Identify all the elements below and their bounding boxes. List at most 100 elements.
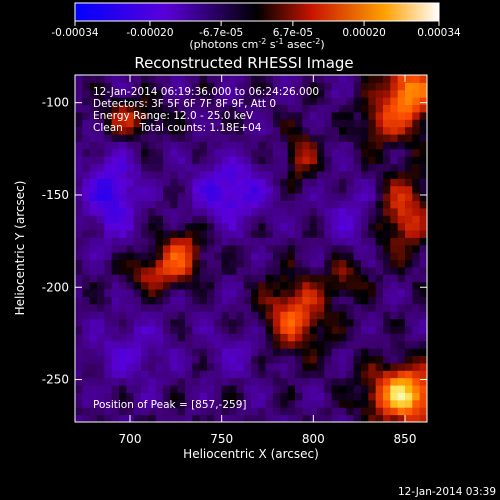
heatmap-cell [280, 289, 289, 297]
heatmap-cell [331, 97, 340, 106]
heatmap-cell [265, 207, 274, 216]
heatmap-cell [89, 156, 98, 165]
heatmap-cell [177, 289, 186, 297]
heatmap-cell [236, 82, 245, 91]
heatmap-cell [309, 274, 318, 283]
heatmap-cell [375, 399, 384, 408]
heatmap-cell [324, 281, 333, 290]
heatmap-cell [104, 407, 113, 416]
heatmap-cell [221, 89, 230, 98]
heatmap-cell [119, 399, 127, 408]
heatmap-cell [280, 134, 289, 142]
heatmap-cell [155, 207, 164, 216]
heatmap-cell [133, 156, 142, 165]
heatmap-cell [155, 259, 164, 268]
heatmap-cell [229, 75, 237, 83]
heatmap-cell [273, 97, 281, 106]
heatmap-cell [397, 348, 406, 357]
heatmap-cell [185, 266, 193, 275]
heatmap-cell [148, 348, 157, 357]
heatmap-cell [133, 237, 142, 246]
heatmap-cell [126, 362, 135, 371]
heatmap-cell [412, 414, 421, 423]
heatmap-cell [287, 111, 296, 120]
heatmap-cell [207, 259, 215, 268]
heatmap-cell [258, 178, 267, 187]
heatmap-cell [185, 200, 193, 209]
heatmap-cell [324, 82, 333, 91]
heatmap-cell [309, 348, 318, 357]
heatmap-cell [82, 281, 91, 290]
heatmap-cell [353, 75, 362, 83]
heatmap-cell [295, 259, 303, 268]
heatmap-cell [405, 148, 413, 157]
heatmap-cell [280, 407, 289, 416]
heatmap-cell [148, 274, 157, 283]
heatmap-cell [280, 333, 289, 342]
heatmap-cell [141, 274, 149, 283]
heatmap-cell [75, 185, 83, 194]
heatmap-cell [273, 141, 281, 150]
heatmap-cell [324, 156, 333, 165]
heatmap-cell [89, 407, 98, 416]
heatmap-cell [82, 97, 91, 106]
heatmap-cell [133, 333, 142, 342]
heatmap-cell [324, 148, 333, 157]
heatmap-cell [339, 75, 347, 83]
heatmap-cell [214, 311, 223, 320]
heatmap-cell [361, 222, 369, 231]
heatmap-cell [295, 414, 303, 423]
heatmap-cell [133, 311, 142, 320]
heatmap-cell [133, 111, 142, 120]
heatmap-cell [309, 355, 318, 364]
heatmap-cell [346, 392, 355, 401]
heatmap-cell [229, 348, 237, 357]
heatmap-cell [75, 75, 83, 83]
heatmap-cell [295, 392, 303, 401]
heatmap-cell [317, 215, 325, 224]
heatmap-cell [353, 156, 362, 165]
heatmap-cell [192, 215, 201, 224]
x-tick-label: 800 [302, 432, 325, 446]
heatmap-cell [361, 318, 369, 327]
heatmap-cell [75, 333, 83, 342]
heatmap-cell [317, 296, 325, 305]
heatmap-cell [170, 362, 179, 371]
heatmap-cell [148, 237, 157, 246]
heatmap-cell [148, 230, 157, 238]
heatmap-cell [111, 340, 120, 349]
heatmap-cell [412, 215, 421, 224]
heatmap-cell [324, 311, 333, 320]
heatmap-cell [280, 156, 289, 165]
heatmap-cell [353, 207, 362, 216]
heatmap-cell [383, 230, 391, 238]
heatmap-cell [375, 311, 384, 320]
heatmap-cell [170, 170, 179, 179]
heatmap-cell [119, 303, 127, 312]
colorbar-tick-label: 0.00020 [342, 27, 385, 39]
heatmap-cell [141, 399, 149, 408]
heatmap-cell [412, 141, 421, 150]
heatmap-cell [236, 370, 245, 379]
heatmap-cell [163, 355, 171, 364]
heatmap-cell [251, 230, 259, 238]
heatmap-cell [309, 230, 318, 238]
heatmap-cell [390, 134, 399, 142]
heatmap-cell [317, 200, 325, 209]
heatmap-cell [383, 119, 391, 128]
heatmap-cell [104, 326, 113, 334]
heatmap-cell [155, 266, 164, 275]
heatmap-cell [265, 163, 274, 172]
heatmap-cell [155, 318, 164, 327]
heatmap-cell [221, 111, 230, 120]
heatmap-cell [199, 296, 208, 305]
heatmap-cell [141, 75, 149, 83]
heatmap-cell [82, 82, 91, 91]
heatmap-cell [324, 303, 333, 312]
heatmap-cell [295, 348, 303, 357]
heatmap-cell [243, 207, 252, 216]
heatmap-cell [141, 296, 149, 305]
heatmap-cell [207, 385, 215, 393]
heatmap-cell [368, 178, 377, 187]
heatmap-cell [258, 392, 267, 401]
